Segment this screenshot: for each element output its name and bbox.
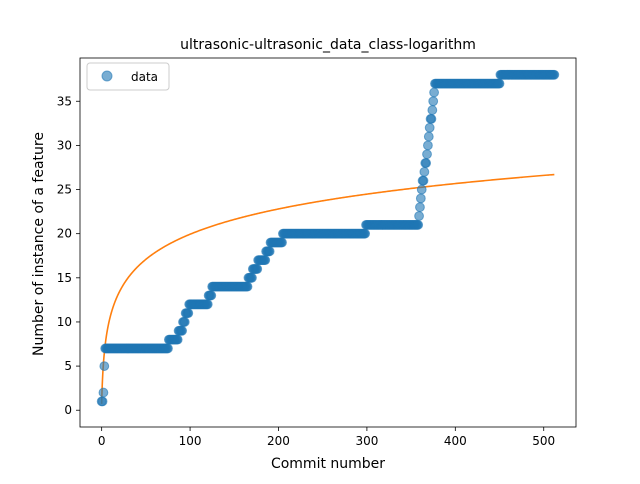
x-ticks: 0 100 200 300 400 500 [98, 427, 555, 448]
data-point [413, 219, 424, 230]
data-point [416, 184, 427, 195]
data-point [427, 105, 438, 115]
data-point [419, 166, 430, 177]
data-point [98, 387, 109, 398]
y-tick-label: 10 [57, 315, 72, 329]
data-point [179, 317, 190, 327]
fit-layer [100, 173, 555, 404]
y-ticks: 0 5 10 15 20 25 30 35 [57, 94, 80, 417]
data-point [183, 308, 194, 319]
x-tick-label: 300 [355, 434, 378, 448]
data-point [242, 281, 253, 292]
data-point [415, 193, 426, 204]
data-point [264, 246, 275, 257]
legend-data-marker [101, 70, 113, 82]
legend-box [86, 62, 170, 91]
plot-frame [79, 57, 577, 428]
y-tick-label: 0 [64, 403, 72, 417]
data-point [163, 343, 173, 354]
x-tick-label: 100 [179, 434, 202, 448]
data-point [172, 334, 183, 345]
x-tick-label: 0 [98, 434, 106, 448]
legend-data-label: data [131, 70, 158, 84]
data-point [429, 87, 440, 98]
y-tick-label: 25 [57, 183, 72, 197]
y-tick-label: 35 [57, 94, 72, 108]
data-point [414, 211, 424, 221]
x-tick-label: 500 [532, 434, 555, 448]
data-point [97, 396, 108, 407]
data-point [415, 202, 425, 213]
data-point [423, 131, 434, 142]
data-point [549, 69, 560, 80]
x-tick-label: 200 [267, 434, 290, 448]
data-point [360, 228, 371, 239]
data-point [260, 255, 271, 266]
y-tick-label: 20 [57, 227, 72, 241]
data-point [422, 149, 432, 160]
data-point [247, 272, 257, 283]
data-point [494, 78, 505, 89]
data-point [423, 140, 433, 151]
y-tick-label: 30 [57, 138, 72, 152]
points-layer [96, 69, 560, 407]
data-point [252, 264, 263, 274]
data-point [206, 290, 217, 301]
legend: data [86, 62, 170, 91]
data-point [418, 175, 429, 186]
fit-line [100, 173, 555, 404]
data-point [277, 237, 287, 248]
data-point [177, 325, 188, 336]
y-tick-label: 5 [64, 359, 72, 373]
data-point [426, 114, 437, 124]
chart-title: ultrasonic-ultrasonic_data_class-logarit… [180, 37, 476, 53]
x-tick-label: 400 [444, 434, 467, 448]
data-point [421, 158, 432, 168]
data-point [428, 96, 439, 107]
data-point [99, 361, 110, 371]
y-tick-label: 15 [57, 271, 72, 285]
data-point [424, 122, 435, 133]
x-axis-label: Commit number [271, 456, 385, 472]
y-axis-label: Number of instance of a feature [31, 132, 47, 356]
data-point [202, 299, 213, 310]
